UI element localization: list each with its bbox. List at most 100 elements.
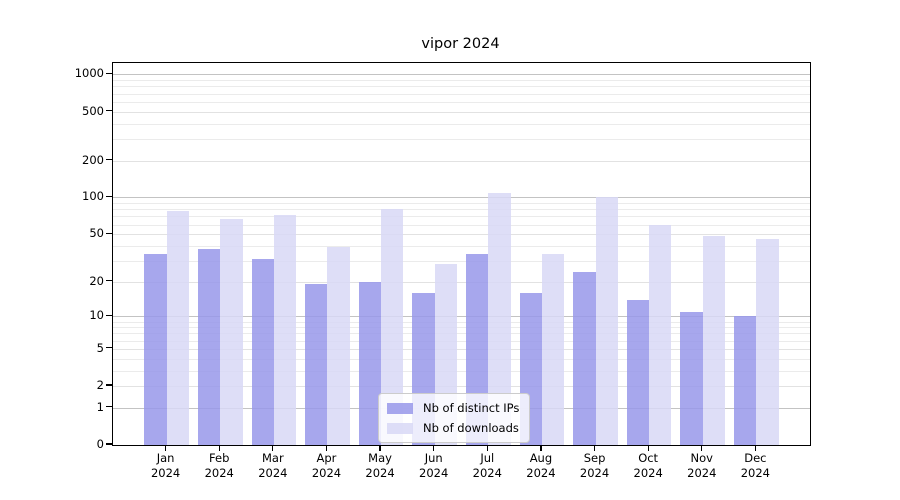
y-axis-tick-label: 1 [96, 399, 104, 414]
minor-gridline [113, 260, 810, 262]
x-axis-tick-mark [701, 445, 703, 451]
legend-swatch-distinct-ips [387, 402, 413, 414]
bar-distinct-ips-sep [573, 272, 596, 445]
legend-label-downloads: Nb of downloads [423, 421, 519, 435]
bar-distinct-ips-nov [680, 311, 703, 445]
x-axis-tick-label: Feb 2024 [204, 451, 234, 480]
bar-downloads-dec [756, 238, 779, 445]
bar-downloads-apr [327, 247, 350, 445]
bar-downloads-may [381, 208, 404, 445]
bar-downloads-jul [488, 193, 511, 445]
y-axis-tick-mark [106, 158, 112, 161]
minor-gridline [113, 123, 810, 125]
x-axis-tick-label: Dec 2024 [740, 451, 771, 480]
y-axis-tick-mark [106, 72, 112, 75]
bar-distinct-ips-feb [197, 248, 221, 445]
x-axis-tick-mark [540, 445, 542, 451]
bar-distinct-ips-oct [626, 299, 650, 445]
y-axis-tick-label: 0 [96, 437, 104, 451]
x-axis-tick-mark [486, 445, 488, 451]
legend: Nb of distinct IPs Nb of downloads [378, 393, 531, 443]
x-axis-tick-label: Mar 2024 [258, 451, 288, 480]
x-axis-tick-label: Aug 2024 [526, 451, 556, 480]
minor-gridline [113, 216, 810, 218]
bar-downloads-jan [166, 211, 189, 445]
y-axis-tick-label: 5 [96, 340, 104, 355]
minor-gridline [113, 101, 810, 103]
bar-downloads-nov [702, 236, 726, 445]
y-axis-tick-mark [106, 314, 112, 316]
bar-downloads-feb [220, 219, 243, 445]
x-axis-tick-mark [165, 445, 167, 451]
decade-gridline [113, 197, 810, 199]
x-axis-tick-label: Nov 2024 [687, 451, 717, 480]
bar-downloads-aug [541, 254, 565, 445]
x-axis-tick-mark [593, 445, 596, 451]
y-axis-tick-label: 2 [96, 378, 104, 393]
x-axis-tick-mark [647, 445, 649, 451]
minor-gridline [113, 340, 810, 342]
y-axis-tick-mark [106, 280, 112, 282]
x-axis-tick-label: Jul 2024 [472, 451, 502, 480]
bar-distinct-ips-may [358, 281, 382, 445]
y-axis-tick-label: 50 [89, 226, 104, 241]
legend-label-distinct-ips: Nb of distinct IPs [423, 401, 520, 415]
minor-gridline [113, 138, 810, 140]
y-axis-tick-mark [106, 232, 112, 234]
y-axis-tick-mark [106, 443, 112, 445]
y-axis-tick-label: 20 [89, 273, 104, 288]
minor-gridline [113, 203, 810, 205]
tick-gridline [113, 348, 810, 350]
tick-gridline [113, 111, 810, 113]
tick-gridline [113, 234, 810, 236]
minor-gridline [113, 80, 810, 82]
bar-downloads-oct [649, 225, 672, 445]
x-axis-tick-mark [325, 445, 328, 451]
x-axis-tick-mark [218, 445, 220, 451]
x-axis-tick-mark [754, 445, 756, 451]
plot-area: Nb of distinct IPs Nb of downloads [112, 62, 811, 446]
bar-distinct-ips-jan [144, 254, 167, 445]
x-axis-tick-mark [433, 445, 435, 451]
legend-item-downloads: Nb of downloads [387, 421, 519, 435]
x-axis-tick-label: Jun 2024 [419, 451, 449, 480]
y-axis-tick-label: 500 [82, 103, 104, 118]
y-axis-tick-label: 10 [89, 308, 104, 323]
legend-swatch-downloads [387, 422, 413, 434]
minor-gridline [113, 370, 810, 372]
bar-distinct-ips-mar [251, 259, 274, 445]
tick-gridline [113, 160, 810, 162]
decade-gridline [113, 316, 810, 318]
x-axis-tick-label: May 2024 [365, 451, 395, 480]
chart-title: vipor 2024 [421, 36, 500, 52]
y-axis-tick-mark [106, 406, 112, 408]
decade-gridline [113, 74, 810, 76]
minor-gridline [113, 93, 810, 95]
bar-downloads-sep [595, 197, 618, 445]
x-axis-tick-label: Sep 2024 [579, 451, 610, 480]
bar-downloads-mar [273, 214, 297, 445]
x-axis-tick-label: Oct 2024 [633, 451, 663, 480]
y-axis-tick-label: 100 [82, 189, 104, 204]
bar-distinct-ips-dec [734, 316, 757, 445]
x-axis-tick-label: Apr 2024 [311, 451, 342, 480]
y-axis-tick-mark [106, 347, 112, 349]
minor-gridline [113, 209, 810, 211]
x-axis-tick-label: Jan 2024 [150, 451, 181, 480]
minor-gridline [113, 245, 810, 247]
x-axis-tick-mark [272, 445, 274, 451]
tick-gridline [113, 386, 810, 388]
y-axis-tick-mark [106, 109, 112, 112]
bar-distinct-ips-apr [305, 284, 328, 445]
tick-gridline [113, 281, 810, 283]
minor-gridline [113, 321, 810, 323]
minor-gridline [113, 224, 810, 226]
legend-item-distinct-ips: Nb of distinct IPs [387, 401, 519, 415]
minor-gridline [113, 333, 810, 335]
minor-gridline [113, 86, 810, 88]
y-axis-tick-mark [106, 384, 112, 386]
minor-gridline [113, 327, 810, 329]
y-axis-tick-label: 1000 [74, 66, 104, 81]
y-axis-tick-label: 200 [82, 152, 104, 167]
